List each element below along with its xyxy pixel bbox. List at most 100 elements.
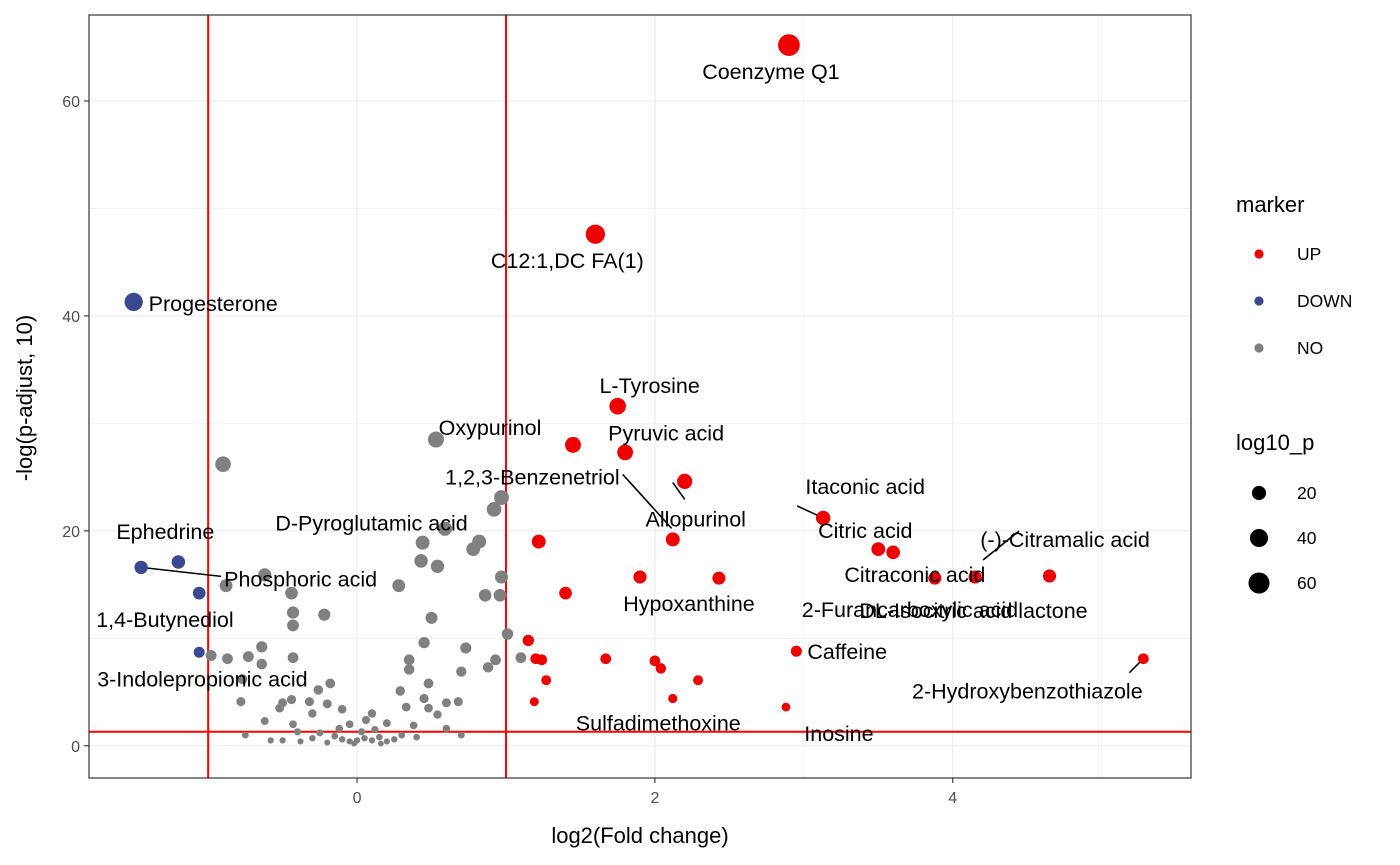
point-no — [486, 502, 502, 517]
point-label: Hypoxanthine — [623, 592, 754, 616]
point-no — [308, 709, 317, 718]
point-down — [134, 560, 148, 575]
point-up — [536, 654, 548, 666]
point-no — [368, 737, 376, 744]
legend-key-up — [1254, 249, 1264, 259]
point-no — [256, 641, 268, 653]
point-no — [433, 710, 442, 719]
point-no — [457, 731, 465, 739]
point-no — [241, 731, 249, 739]
point-up — [871, 542, 886, 556]
point-no — [403, 654, 415, 666]
legend-label-down: DOWN — [1297, 291, 1352, 311]
legend-size-key — [1251, 485, 1267, 501]
point-no — [351, 740, 357, 747]
point-no — [398, 731, 406, 739]
point-no — [501, 628, 514, 640]
point-up — [781, 702, 791, 712]
point-down — [124, 292, 143, 312]
point-up — [815, 510, 831, 526]
point-label: Caffeine — [807, 640, 887, 664]
point-up — [522, 634, 534, 647]
point-no — [414, 554, 428, 568]
point-no — [409, 721, 418, 730]
legend-size-label: 40 — [1297, 528, 1317, 548]
point-no — [316, 729, 324, 737]
point-no — [287, 652, 299, 664]
point-up — [609, 397, 626, 415]
point-no — [418, 636, 430, 649]
point-no — [286, 694, 297, 705]
x-tick-label: 2 — [650, 790, 659, 807]
point-no — [345, 720, 354, 729]
point-no — [395, 686, 406, 696]
point-labels: Progesterone Phosphoric acid Ephedrine 1,4-… — [96, 60, 1150, 746]
point-no — [361, 734, 368, 742]
y-tick-label: 0 — [71, 739, 80, 756]
point-no — [357, 728, 366, 736]
point-label: L-Tyrosine — [599, 374, 699, 398]
x-tick-label: 4 — [948, 790, 957, 807]
point-label: Allopurinol — [646, 507, 746, 531]
point-label: Coenzyme Q1 — [702, 60, 839, 84]
point-no — [427, 431, 444, 448]
point-no — [415, 535, 430, 550]
point-down — [192, 586, 206, 600]
point-label: Ephedrine — [116, 520, 214, 544]
point-no — [419, 693, 429, 704]
point-no — [466, 542, 481, 556]
point-no — [437, 521, 453, 536]
point-label: Citraconic acid — [844, 563, 985, 587]
point-up — [668, 693, 678, 704]
point-no — [256, 658, 268, 670]
point-no — [215, 456, 231, 472]
point-no — [515, 652, 527, 664]
label-leader-line — [141, 566, 222, 578]
point-up — [712, 571, 726, 585]
point-no — [430, 559, 445, 573]
point-no — [413, 733, 420, 741]
legend-size-label: 20 — [1297, 483, 1317, 503]
threshold-lines — [89, 15, 1191, 778]
point-up — [677, 473, 693, 490]
point-no — [293, 728, 302, 736]
point-no — [376, 733, 383, 741]
point-no — [441, 698, 451, 708]
point-up — [968, 570, 982, 584]
point-no — [335, 724, 343, 733]
legend-size-label: 60 — [1297, 573, 1317, 593]
point-no — [260, 717, 269, 726]
point-label: C12:1,DC FA(1) — [491, 249, 644, 273]
point-no — [425, 611, 438, 624]
point-label: DL-Isocitric acid lactone — [859, 599, 1087, 623]
point-up — [655, 663, 667, 674]
point-no — [337, 704, 347, 714]
point-no — [324, 739, 331, 746]
point-up — [778, 34, 800, 56]
point-no — [403, 664, 415, 675]
point-no — [205, 650, 217, 661]
point-no — [222, 653, 233, 665]
point-no — [236, 697, 246, 707]
point-no — [494, 570, 509, 584]
point-up — [617, 444, 633, 461]
x-axis-title: log2(Fold change) — [551, 823, 728, 848]
point-up — [693, 675, 704, 686]
point-no — [267, 737, 274, 744]
point-up — [1137, 653, 1149, 665]
legend-size-key — [1248, 572, 1270, 594]
point-no — [318, 608, 331, 621]
point-no — [460, 642, 472, 654]
data-points — [124, 34, 1149, 747]
point-down — [171, 555, 186, 569]
point-label: 1,2,3-Benzenetriol — [445, 465, 620, 489]
point-no — [322, 699, 332, 709]
legend-key-down — [1254, 296, 1264, 306]
y-tick-label: 20 — [62, 524, 80, 541]
point-label: 3-Indolepropionic acid — [97, 667, 307, 691]
y-tick-label: 60 — [62, 94, 80, 111]
legend-size-key — [1249, 528, 1269, 548]
point-label: Sulfadimethoxine — [576, 712, 741, 736]
point-no — [382, 719, 391, 728]
